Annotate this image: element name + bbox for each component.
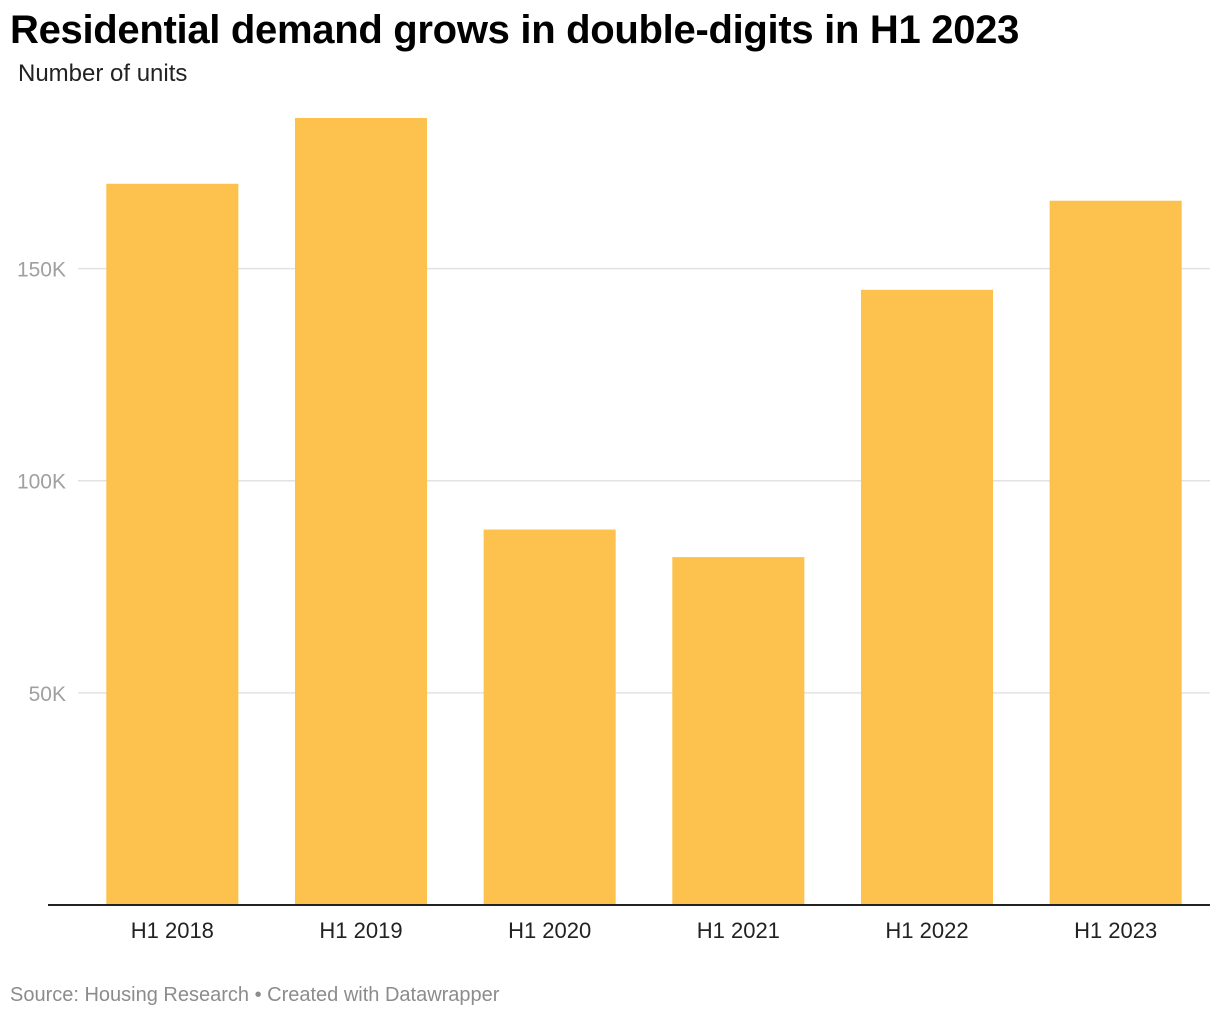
- bar-h1-2018: [106, 183, 239, 905]
- bar-h1-2019: [294, 118, 428, 905]
- x-tick-label: H1 2018: [131, 918, 214, 943]
- y-tick-label: 50K: [29, 683, 66, 706]
- y-tick-label: 150K: [17, 259, 66, 282]
- bar-h1-2023: [1049, 200, 1182, 905]
- bar-h1-2022: [860, 289, 994, 905]
- x-tick-label: H1 2021: [697, 918, 780, 943]
- y-tick-label: 100K: [17, 471, 66, 494]
- x-tick-label: H1 2019: [319, 918, 402, 943]
- x-tick-label: H1 2023: [1074, 918, 1157, 943]
- bar-h1-2021: [672, 557, 805, 905]
- x-tick-label: H1 2022: [885, 918, 968, 943]
- source-note: Source: Housing Research • Created with …: [10, 984, 500, 1006]
- chart-subtitle: Number of units: [18, 60, 188, 87]
- bar-h1-2020: [483, 529, 616, 905]
- chart-title: Residential demand grows in double-digit…: [10, 8, 1020, 52]
- x-tick-label: H1 2020: [508, 918, 591, 943]
